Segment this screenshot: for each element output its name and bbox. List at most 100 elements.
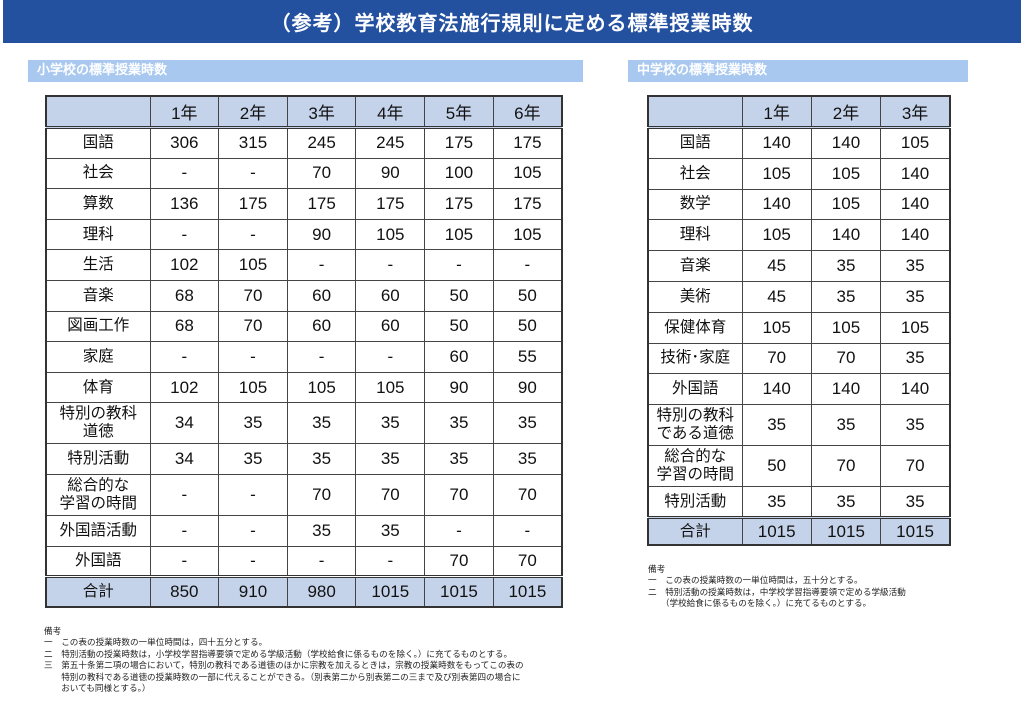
hours-cell: 70 — [218, 279, 288, 312]
grade-header-cell: 1年 — [149, 95, 220, 128]
hours-cell: - — [492, 249, 563, 281]
hours-cell: 60 — [355, 310, 426, 343]
subject-cell: 数学 — [647, 188, 743, 221]
subject-cell: 保健体育 — [647, 311, 743, 344]
hours-cell: - — [424, 514, 494, 547]
hours-cell: - — [424, 249, 494, 281]
note-line: （学校給食に係るものを除く。）に充てるものとする。 — [648, 599, 872, 610]
hours-cell: 140 — [741, 188, 812, 221]
hours-cell: 35 — [880, 342, 951, 375]
table-row: 特別活動 34 35 35 35 35 35 — [45, 443, 563, 475]
hours-cell: - — [218, 514, 288, 547]
grade-header-cell: 2年 — [218, 95, 288, 128]
subject-header-cell — [45, 95, 151, 128]
hours-cell: 102 — [149, 249, 220, 281]
table-row: 国語 306 315 245 245 175 175 — [45, 127, 563, 159]
table-row: 技術･家庭 70 70 35 — [647, 342, 951, 375]
hours-cell: 105 — [286, 371, 357, 404]
hours-cell: 45 — [741, 250, 812, 282]
hours-cell: 105 — [424, 218, 494, 251]
hours-cell: 140 — [741, 127, 812, 159]
total-row: 合計 1015 1015 1015 — [647, 516, 951, 546]
grade-header-cell: 3年 — [286, 95, 357, 128]
hours-cell: 35 — [492, 402, 563, 445]
hours-cell: - — [149, 473, 220, 516]
table-row: 総合的な 学習の時間 50 70 70 — [647, 445, 951, 488]
subject-label-line: 特別の教科 — [656, 407, 734, 425]
page-title: （参考）学校教育法施行規則に定める標準授業時数 — [3, 0, 1021, 43]
hours-cell: 245 — [286, 127, 357, 159]
subject-cell: 算数 — [45, 188, 151, 220]
hours-cell: 50 — [492, 310, 563, 343]
junior-high-heading: 中学校の標準授業時数 — [628, 60, 968, 82]
table-row: 外国語 140 140 140 — [647, 373, 951, 406]
elementary-hours-table: 1年 2年 3年 4年 5年 6年 国語 306 315 245 245 175 175 社会 - -70 9… — [45, 95, 563, 608]
table-row: 国語 140 140 105 — [647, 127, 951, 159]
subject-cell: 合計 — [45, 576, 151, 608]
hours-cell: 175 — [218, 188, 288, 220]
table-row: 体育 102 105 105 105 90 90 — [45, 371, 563, 404]
subject-label-line: 総合的な — [67, 476, 130, 494]
hours-cell: 35 — [810, 280, 882, 313]
hours-cell: 60 — [424, 341, 494, 373]
hours-cell: - — [355, 249, 426, 281]
hours-cell: 1015 — [492, 576, 563, 608]
note-line: おいても同様とする。） — [44, 684, 151, 695]
hours-cell: 105 — [880, 311, 951, 344]
hours-cell: 315 — [218, 127, 288, 159]
hours-cell: 136 — [149, 188, 220, 220]
hours-cell: 35 — [424, 402, 494, 445]
hours-cell: 35 — [810, 250, 882, 282]
subject-cell: 外国語活動 — [45, 514, 151, 547]
subject-cell: 社会 — [647, 157, 743, 190]
subject-label-line: 学習の時間 — [656, 466, 734, 484]
hours-cell: 105 — [880, 127, 951, 159]
hours-cell: 1015 — [810, 516, 882, 546]
table-row: 音楽 68 70 60 60 50 50 — [45, 279, 563, 312]
hours-cell: 55 — [492, 341, 563, 373]
table-row: 美術 45 35 35 — [647, 280, 951, 313]
notes-heading: 備考 — [44, 627, 62, 637]
hours-cell: 140 — [810, 127, 882, 159]
table-row: 数学 140 105 140 — [647, 188, 951, 221]
subject-cell: 特別の教科 である道徳 — [647, 404, 743, 447]
hours-cell: 70 — [492, 473, 563, 516]
note-line: 一 この表の授業時数の一単位時間は，四十五分とする。 — [44, 638, 268, 649]
table-row: 総合的な 学習の時間 - -70 70 70 70 — [45, 473, 563, 516]
hours-cell: 175 — [424, 188, 494, 220]
hours-cell: 35 — [880, 404, 951, 447]
subject-cell: 音楽 — [45, 279, 151, 312]
hours-cell: 1015 — [355, 576, 426, 608]
hours-cell: 90 — [286, 218, 357, 251]
hours-cell: 105 — [492, 218, 563, 251]
hours-cell: 35 — [286, 402, 357, 445]
hours-cell: 35 — [286, 514, 357, 547]
hours-cell: 140 — [880, 188, 951, 221]
note-line: 特別の教科である道徳の授業時数の一部に代えることができる。（別表第二から別表第二… — [44, 672, 521, 683]
hours-cell: 35 — [880, 280, 951, 313]
table-row: 生活 102 105- - - - — [45, 249, 563, 281]
hours-cell: 45 — [741, 280, 812, 313]
subject-cell: 美術 — [647, 280, 743, 313]
hours-cell: 90 — [492, 371, 563, 404]
hours-cell: - — [149, 514, 220, 547]
hours-cell: 850 — [149, 576, 220, 608]
table-row: 特別活動 35 35 35 — [647, 486, 951, 518]
hours-cell: 140 — [880, 373, 951, 406]
table-row: 家庭 - - - -60 55 — [45, 341, 563, 373]
elementary-heading: 小学校の標準授業時数 — [28, 60, 583, 82]
hours-cell: 34 — [149, 443, 220, 475]
hours-cell: 50 — [741, 445, 812, 488]
hours-cell: 1015 — [880, 516, 951, 546]
table-row: 図画工作 68 70 60 60 50 50 — [45, 310, 563, 343]
subject-cell: 合計 — [647, 516, 743, 546]
hours-cell: 980 — [286, 576, 357, 608]
hours-cell: 105 — [810, 188, 882, 221]
hours-cell: - — [286, 341, 357, 373]
hours-cell: - — [218, 157, 288, 190]
hours-cell: - — [492, 514, 563, 547]
hours-cell: 70 — [286, 473, 357, 516]
subject-cell: 国語 — [647, 127, 743, 159]
hours-cell: 100 — [424, 157, 494, 190]
hours-cell: 102 — [149, 371, 220, 404]
